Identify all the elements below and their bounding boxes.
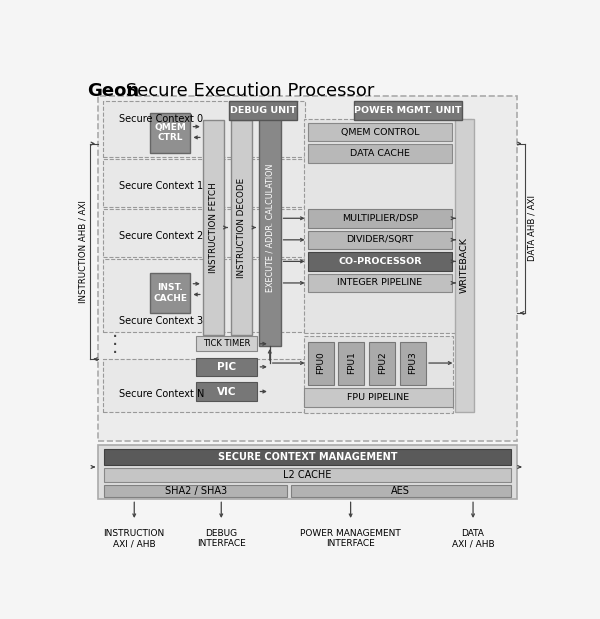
- Text: FPU PIPELINE: FPU PIPELINE: [347, 393, 409, 402]
- Text: ·: ·: [112, 328, 118, 347]
- Text: Geon: Geon: [87, 82, 139, 100]
- Text: INSTRUCTION FETCH: INSTRUCTION FETCH: [209, 182, 218, 273]
- Text: FPU1: FPU1: [347, 352, 356, 374]
- Text: Secure Context 3: Secure Context 3: [119, 316, 203, 326]
- Bar: [103, 159, 305, 207]
- Bar: [308, 231, 452, 249]
- Bar: [229, 102, 297, 119]
- Text: INSTRUCTION
AXI / AHB: INSTRUCTION AXI / AHB: [104, 529, 165, 548]
- Bar: [354, 102, 461, 119]
- Text: AES: AES: [391, 486, 410, 496]
- Bar: [104, 485, 287, 497]
- Text: QMEM
CTRL: QMEM CTRL: [155, 123, 187, 142]
- Bar: [308, 209, 452, 228]
- Bar: [103, 259, 305, 332]
- Bar: [369, 342, 395, 384]
- Text: L2 CACHE: L2 CACHE: [283, 470, 332, 480]
- Text: INST.
CACHE: INST. CACHE: [154, 284, 187, 303]
- Bar: [304, 119, 472, 333]
- Text: DEBUG
INTERFACE: DEBUG INTERFACE: [197, 529, 245, 548]
- Text: DATA AHB / AXI: DATA AHB / AXI: [527, 195, 536, 261]
- Bar: [103, 359, 305, 412]
- Text: Secure Context 1: Secure Context 1: [119, 181, 203, 191]
- Bar: [304, 336, 453, 413]
- Text: POWER MANAGEMENT
INTERFACE: POWER MANAGEMENT INTERFACE: [300, 529, 401, 548]
- Text: WRITEBACK: WRITEBACK: [460, 237, 469, 293]
- Bar: [98, 96, 517, 441]
- Text: DATA CACHE: DATA CACHE: [350, 149, 410, 158]
- Text: ·: ·: [112, 344, 118, 363]
- Text: Secure Execution Processor: Secure Execution Processor: [121, 82, 375, 100]
- Bar: [308, 123, 452, 141]
- Text: Secure Context N: Secure Context N: [119, 389, 204, 399]
- Bar: [308, 342, 334, 384]
- Bar: [196, 336, 257, 352]
- Bar: [455, 119, 474, 412]
- Text: MULTIPLIER/DSP: MULTIPLIER/DSP: [342, 214, 418, 223]
- Bar: [151, 113, 190, 153]
- Bar: [259, 109, 281, 346]
- Bar: [98, 446, 517, 500]
- Text: FPU3: FPU3: [409, 352, 418, 374]
- Text: TICK TIMER: TICK TIMER: [203, 339, 250, 348]
- Text: Secure Context 2: Secure Context 2: [119, 231, 203, 241]
- Text: FPU2: FPU2: [377, 352, 386, 374]
- Text: PIC: PIC: [217, 362, 236, 372]
- Bar: [103, 102, 305, 157]
- Bar: [230, 121, 252, 334]
- Text: ·: ·: [112, 336, 118, 355]
- Text: INTEGER PIPELINE: INTEGER PIPELINE: [337, 279, 422, 287]
- Text: INSTRUCTION AHB / AXI: INSTRUCTION AHB / AXI: [79, 200, 88, 303]
- Bar: [338, 342, 364, 384]
- Text: QMEM CONTROL: QMEM CONTROL: [341, 128, 419, 137]
- Text: SHA2 / SHA3: SHA2 / SHA3: [165, 486, 227, 496]
- Text: CO-PROCESSOR: CO-PROCESSOR: [338, 257, 422, 266]
- Text: EXECUTE / ADDR. CALCULATION: EXECUTE / ADDR. CALCULATION: [265, 163, 274, 292]
- Bar: [104, 468, 511, 482]
- Text: DEBUG UNIT: DEBUG UNIT: [230, 106, 296, 115]
- Bar: [151, 273, 190, 313]
- Bar: [308, 144, 452, 163]
- Bar: [196, 358, 257, 376]
- Bar: [308, 252, 452, 271]
- Bar: [290, 485, 511, 497]
- Bar: [400, 342, 426, 384]
- Bar: [203, 121, 224, 334]
- Text: Secure Context 0: Secure Context 0: [119, 114, 203, 124]
- Bar: [196, 383, 257, 400]
- Text: DIVIDER/SQRT: DIVIDER/SQRT: [346, 235, 413, 245]
- Bar: [104, 449, 511, 465]
- Text: VIC: VIC: [217, 386, 236, 397]
- Text: DATA
AXI / AHB: DATA AXI / AHB: [452, 529, 494, 548]
- Bar: [308, 274, 452, 292]
- Text: FPU0: FPU0: [316, 352, 325, 374]
- Bar: [103, 209, 305, 257]
- Text: INSTRUCTION DECODE: INSTRUCTION DECODE: [237, 178, 246, 277]
- Text: SECURE CONTEXT MANAGEMENT: SECURE CONTEXT MANAGEMENT: [218, 452, 397, 462]
- Bar: [304, 389, 453, 407]
- Text: POWER MGMT. UNIT: POWER MGMT. UNIT: [354, 106, 461, 115]
